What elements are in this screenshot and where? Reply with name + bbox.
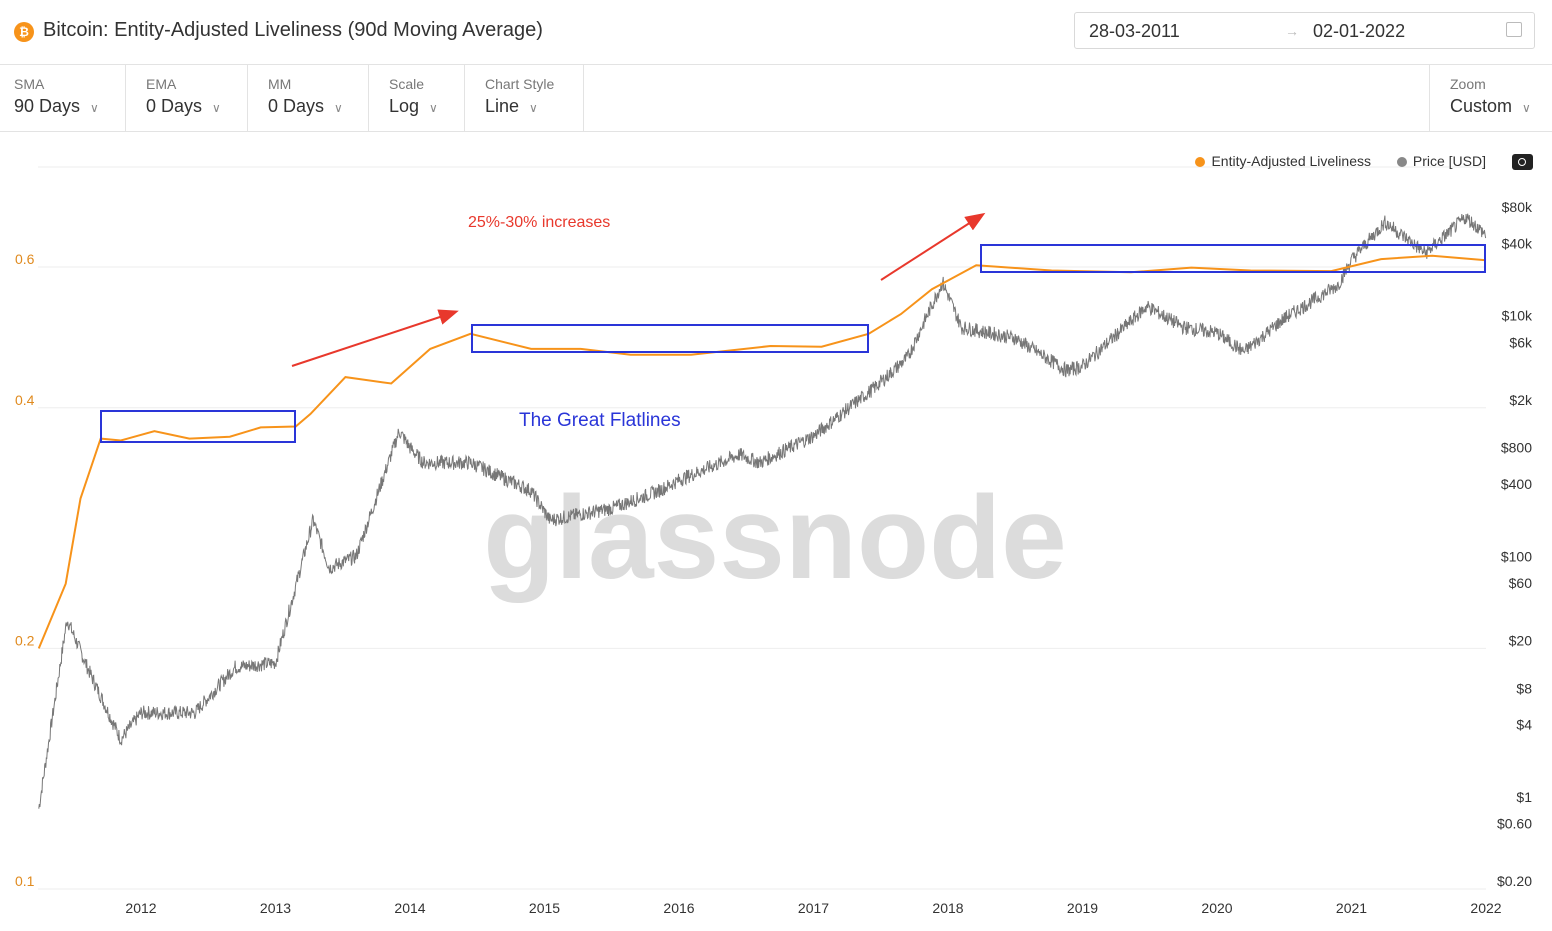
zoom-select[interactable]: Zoom Custom ∨: [1429, 65, 1552, 131]
scale-value: Log: [389, 96, 420, 116]
y-left-tick-label: 0.2: [15, 632, 35, 648]
ema-label: EMA: [146, 76, 177, 92]
y-right-tick-label: $10k: [1502, 308, 1533, 324]
y-right-tick-label: $400: [1501, 476, 1532, 492]
legend-label: Entity-Adjusted Liveliness: [1211, 153, 1371, 169]
chevron-down-icon: ∨: [529, 101, 538, 115]
x-tick-label: 2018: [932, 900, 963, 916]
legend: Entity-Adjusted Liveliness Price [USD]: [1173, 153, 1486, 169]
flatlines-annotation: The Great Flatlines: [519, 410, 681, 431]
sma-select[interactable]: SMA 90 Days ∨: [0, 65, 126, 131]
y-right-tick-label: $100: [1501, 548, 1532, 564]
x-tick-label: 2012: [125, 900, 156, 916]
y-right-tick-label: $0.60: [1497, 816, 1532, 832]
y-left-tick-label: 0.4: [15, 392, 35, 408]
camera-icon[interactable]: [1512, 154, 1533, 170]
y-right-tick-label: $80k: [1502, 199, 1533, 215]
ema-value: 0 Days: [146, 96, 203, 116]
y-right-tick-label: $2k: [1509, 392, 1533, 408]
y-left-tick-label: 0.6: [15, 251, 35, 267]
zoom-value: Custom: [1450, 96, 1513, 116]
chart-style-value: Line: [485, 96, 520, 116]
gray-dot-icon: [1396, 157, 1407, 167]
sma-label: SMA: [14, 76, 45, 92]
chevron-down-icon: ∨: [1522, 101, 1531, 115]
legend-item-liveliness[interactable]: Entity-Adjusted Liveliness: [1195, 153, 1371, 169]
ema-select[interactable]: EMA 0 Days ∨: [126, 65, 248, 131]
chevron-down-icon: ∨: [334, 101, 343, 115]
chevron-down-icon: ∨: [90, 101, 99, 115]
chart-style-select[interactable]: Chart Style Line ∨: [465, 65, 584, 131]
liveliness-series-line: [37, 254, 1487, 649]
increase-arrow-2: [880, 212, 986, 281]
x-tick-label: 2014: [394, 900, 425, 916]
y-right-tick-label: $8: [1516, 680, 1532, 696]
flatline-box-2019: [980, 244, 1486, 273]
x-tick-label: 2019: [1067, 900, 1098, 916]
mm-select[interactable]: MM 0 Days ∨: [248, 65, 369, 131]
x-tick-label: 2013: [260, 900, 291, 916]
y-right-tick-label: $6k: [1509, 334, 1533, 350]
date-from[interactable]: 28-03-2011: [1089, 21, 1180, 41]
bitcoin-icon: ₿: [14, 22, 34, 42]
x-tick-label: 2017: [798, 900, 829, 916]
x-tick-label: 2015: [529, 900, 560, 916]
watermark: glassnode: [483, 472, 1067, 604]
scale-select[interactable]: Scale Log ∨: [369, 65, 465, 131]
page-title: Bitcoin: Entity-Adjusted Liveliness (90d…: [43, 19, 543, 41]
y-right-tick-label: $60: [1509, 575, 1533, 591]
scale-label: Scale: [389, 76, 425, 92]
flatline-box-2012: [100, 410, 296, 443]
arrow-right-icon: →: [1285, 23, 1299, 39]
zoom-label: Zoom: [1450, 76, 1486, 92]
y-right-tick-label: $20: [1509, 632, 1533, 648]
y-right-tick-label: $0.20: [1497, 873, 1532, 889]
chevron-down-icon: ∨: [429, 101, 438, 115]
x-tick-label: 2022: [1470, 900, 1501, 916]
sma-value: 90 Days: [14, 96, 81, 116]
legend-item-price[interactable]: Price [USD]: [1396, 153, 1486, 169]
legend-label: Price [USD]: [1412, 153, 1486, 169]
x-tick-label: 2020: [1201, 900, 1232, 916]
y-right-tick-label: $4: [1516, 716, 1532, 732]
header: ₿ Bitcoin: Entity-Adjusted Liveliness (9…: [0, 0, 1552, 65]
increase-annotation: 25%-30% increases: [468, 214, 610, 231]
x-tick-label: 2016: [663, 900, 694, 916]
y-right-tick-label: $40k: [1502, 235, 1533, 251]
orange-dot-icon: [1195, 157, 1206, 167]
calendar-icon[interactable]: [1506, 22, 1522, 37]
date-to[interactable]: 02-01-2022: [1313, 21, 1406, 41]
mm-label: MM: [268, 76, 292, 92]
flatline-box-2015: [471, 324, 869, 353]
toolbar: SMA 90 Days ∨ EMA 0 Days ∨ MM 0 Days ∨ Scale Lo…: [0, 65, 1552, 132]
chart-style-label: Chart Style: [485, 76, 555, 92]
y-left-tick-label: 0.1: [15, 873, 35, 889]
date-range-picker[interactable]: 28-03-2011 → 02-01-2022: [1074, 12, 1535, 49]
price-series-line: [38, 213, 1487, 809]
chevron-down-icon: ∨: [212, 101, 221, 115]
x-tick-label: 2021: [1336, 900, 1367, 916]
mm-value: 0 Days: [268, 96, 325, 116]
y-right-tick-label: $1: [1516, 789, 1532, 805]
increase-arrow-1: [291, 309, 459, 367]
y-right-tick-label: $800: [1501, 440, 1532, 456]
